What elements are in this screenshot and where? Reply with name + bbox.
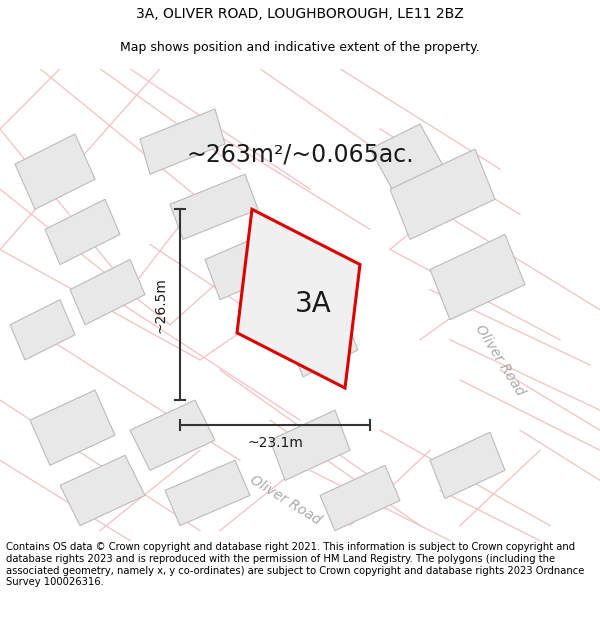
- Text: Oliver Road: Oliver Road: [247, 473, 323, 528]
- Polygon shape: [60, 455, 145, 526]
- Text: Map shows position and indicative extent of the property.: Map shows position and indicative extent…: [120, 41, 480, 54]
- Polygon shape: [320, 466, 400, 531]
- Polygon shape: [205, 229, 290, 299]
- Polygon shape: [370, 124, 445, 194]
- Polygon shape: [130, 400, 215, 471]
- Text: 3A, OLIVER ROAD, LOUGHBOROUGH, LE11 2BZ: 3A, OLIVER ROAD, LOUGHBOROUGH, LE11 2BZ: [136, 8, 464, 21]
- Polygon shape: [290, 318, 358, 377]
- Polygon shape: [170, 174, 258, 239]
- Polygon shape: [430, 432, 505, 499]
- Polygon shape: [140, 109, 225, 174]
- Text: 3A: 3A: [295, 289, 332, 318]
- Polygon shape: [430, 234, 525, 320]
- Text: Contains OS data © Crown copyright and database right 2021. This information is : Contains OS data © Crown copyright and d…: [6, 542, 584, 587]
- Polygon shape: [30, 390, 115, 466]
- Polygon shape: [70, 259, 145, 325]
- Text: ~23.1m: ~23.1m: [247, 436, 303, 450]
- Polygon shape: [165, 460, 250, 526]
- Polygon shape: [45, 199, 120, 264]
- Polygon shape: [237, 209, 360, 388]
- Polygon shape: [15, 134, 95, 209]
- Text: Oliver Road: Oliver Road: [473, 322, 527, 398]
- Polygon shape: [270, 410, 350, 481]
- Polygon shape: [10, 299, 75, 360]
- Polygon shape: [390, 149, 495, 239]
- Text: ~263m²/~0.065ac.: ~263m²/~0.065ac.: [186, 142, 414, 166]
- Text: ~26.5m: ~26.5m: [153, 277, 167, 332]
